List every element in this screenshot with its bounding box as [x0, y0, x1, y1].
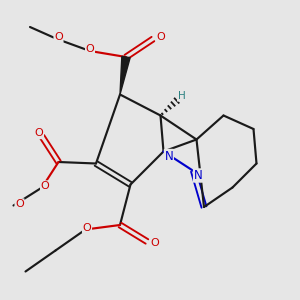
- Text: O: O: [85, 44, 94, 55]
- Text: O: O: [150, 238, 159, 248]
- Text: N: N: [194, 169, 202, 182]
- Text: O: O: [54, 32, 63, 43]
- Text: N: N: [164, 149, 173, 163]
- Text: O: O: [34, 128, 43, 139]
- Text: O: O: [82, 223, 91, 233]
- Text: O: O: [156, 32, 165, 43]
- Text: O: O: [15, 199, 24, 209]
- Polygon shape: [120, 56, 130, 94]
- Text: O: O: [40, 181, 50, 191]
- Text: H: H: [178, 91, 185, 101]
